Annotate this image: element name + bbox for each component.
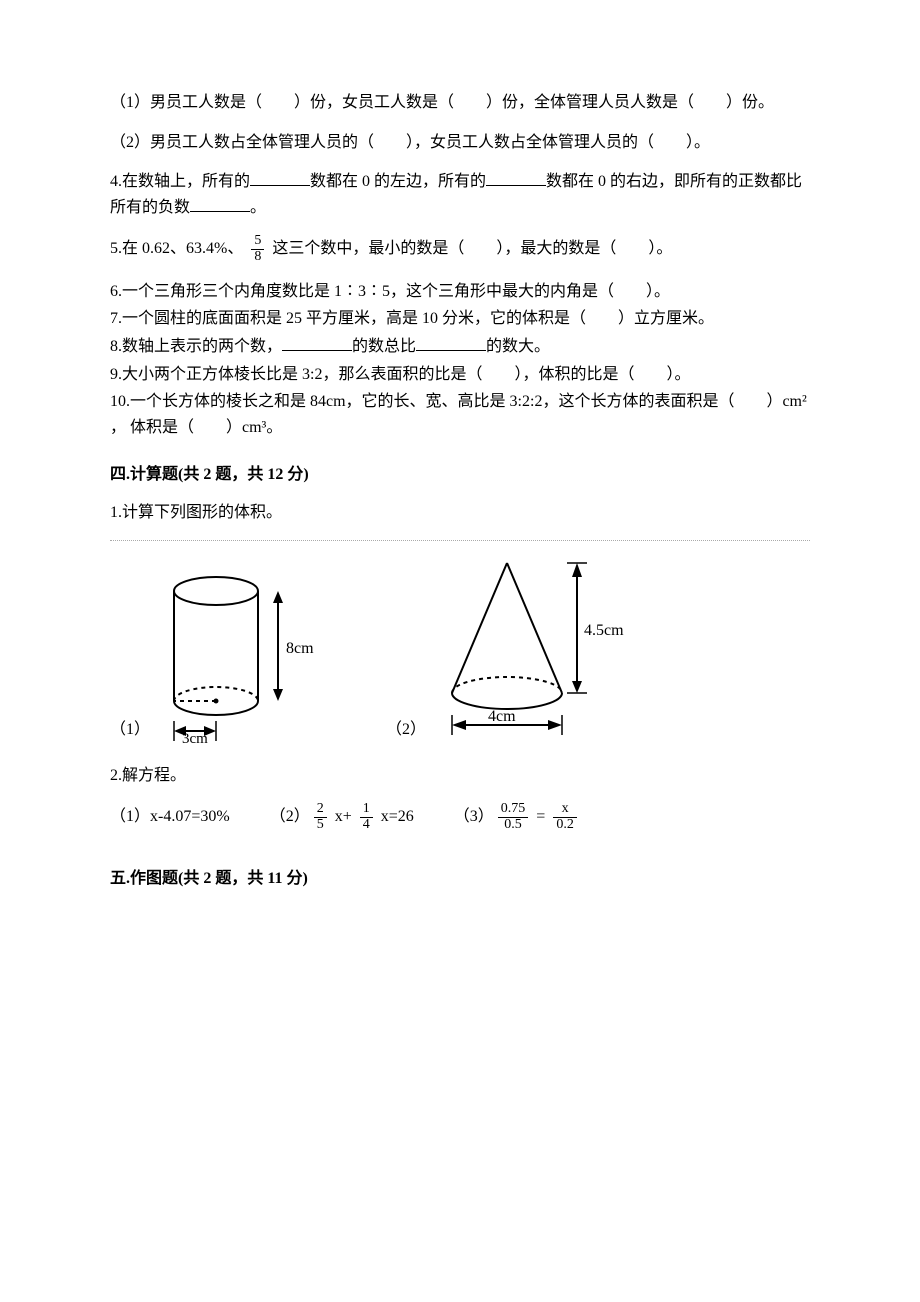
q5-prefix: 5.在 0.62、63.4%、 — [110, 240, 243, 257]
s4-q2: 2.解方程。 — [110, 763, 810, 789]
q4-blank-3 — [190, 195, 250, 212]
figure-1-wrap: （1） 8cm 3cm — [110, 563, 326, 743]
eq2-f2-den: 4 — [360, 818, 373, 833]
q5: 5.在 0.62、63.4%、 5 8 这三个数中，最小的数是（ ），最大的数是… — [110, 234, 810, 264]
q5-mid: 这三个数中，最小的数是（ ），最大的数是（ ）。 — [272, 240, 672, 257]
eq2-frac2: 14 — [360, 802, 373, 832]
eq3-frac2: x0.2 — [553, 802, 577, 832]
cone-height-label: 4.5cm — [584, 622, 624, 639]
eq2: （2）25 x+ 14 x=26 — [270, 802, 414, 832]
divider — [110, 540, 810, 541]
s4-q1: 1.计算下列图形的体积。 — [110, 500, 810, 526]
q8-blank-2 — [416, 334, 486, 351]
q3-sub1: （1）男员工人数是（ ）份，女员工人数是（ ）份，全体管理人员人数是（ ）份。 — [110, 90, 810, 116]
eq2-f1-den: 5 — [314, 818, 327, 833]
cyl-radius-label: 3cm — [182, 731, 208, 743]
q3-sub2: （2）男员工人数占全体管理人员的（ ），女员工人数占全体管理人员的（ ）。 — [110, 130, 810, 156]
section5-header: 五.作图题(共 2 题，共 11 分) — [110, 866, 810, 892]
fig2-label: （2） — [386, 717, 426, 743]
eq3-frac1: 0.750.5 — [498, 802, 529, 832]
q5-frac-num: 5 — [251, 234, 264, 250]
eq3-f1-num: 0.75 — [498, 802, 529, 818]
figure-2-wrap: （2） 4.5cm 4cm — [386, 553, 632, 743]
eq3-f2-den: 0.2 — [553, 818, 577, 833]
eq2-prefix: （2） — [270, 808, 310, 825]
eq1: （1）x-4.07=30% — [110, 804, 230, 830]
eq3: （3）0.750.5 = x0.2 — [454, 802, 581, 832]
q4-blank-2 — [486, 169, 546, 186]
q4-prefix: 4.在数轴上，所有的 — [110, 173, 250, 190]
cone-figure: 4.5cm 4cm — [432, 553, 632, 743]
q9: 9.大小两个正方体棱长比是 3:2，那么表面积的比是（ ），体积的比是（ ）。 — [110, 362, 810, 388]
eq2-mid: x+ — [331, 808, 356, 825]
q4-mid1: 数都在 0 的左边，所有的 — [310, 173, 486, 190]
q8-prefix: 8.数轴上表示的两个数， — [110, 338, 282, 355]
eq2-f2-num: 1 — [360, 802, 373, 818]
q4-suffix: 。 — [250, 199, 266, 216]
q4: 4.在数轴上，所有的数都在 0 的左边，所有的数都在 0 的右边，即所有的正数都… — [110, 169, 810, 220]
figures-row: （1） 8cm 3cm — [110, 553, 810, 743]
fig1-label: （1） — [110, 717, 150, 743]
eq3-prefix: （3） — [454, 808, 494, 825]
eq2-f1-num: 2 — [314, 802, 327, 818]
eq2-frac1: 25 — [314, 802, 327, 832]
equations: （1）x-4.07=30% （2）25 x+ 14 x=26 （3）0.750.… — [110, 802, 810, 832]
eq2-suffix: x=26 — [377, 808, 414, 825]
q5-frac-den: 8 — [251, 250, 264, 265]
eq3-f1-den: 0.5 — [498, 818, 529, 833]
q4-blank-1 — [250, 169, 310, 186]
q8-blank-1 — [282, 334, 352, 351]
q8-suffix: 的数大。 — [486, 338, 550, 355]
cylinder-figure: 8cm 3cm — [156, 563, 326, 743]
q8: 8.数轴上表示的两个数， 的数总比 的数大。 — [110, 334, 810, 360]
q8-mid: 的数总比 — [352, 338, 416, 355]
eq3-f2-num: x — [553, 802, 577, 818]
eq3-eq: = — [532, 808, 549, 825]
q5-fraction: 5 8 — [251, 234, 264, 264]
q7: 7.一个圆柱的底面面积是 25 平方厘米，高是 10 分米，它的体积是（ ）立方… — [110, 306, 810, 332]
section4-header: 四.计算题(共 2 题，共 12 分) — [110, 462, 810, 488]
q10: 10.一个长方体的棱长之和是 84cm，它的长、宽、高比是 3:2:2，这个长方… — [110, 389, 810, 440]
cone-diam-label: 4cm — [488, 708, 516, 725]
q6: 6.一个三角形三个内角度数比是 1∶3∶5，这个三角形中最大的内角是（ ）。 — [110, 279, 810, 305]
cyl-height-label: 8cm — [286, 640, 314, 657]
